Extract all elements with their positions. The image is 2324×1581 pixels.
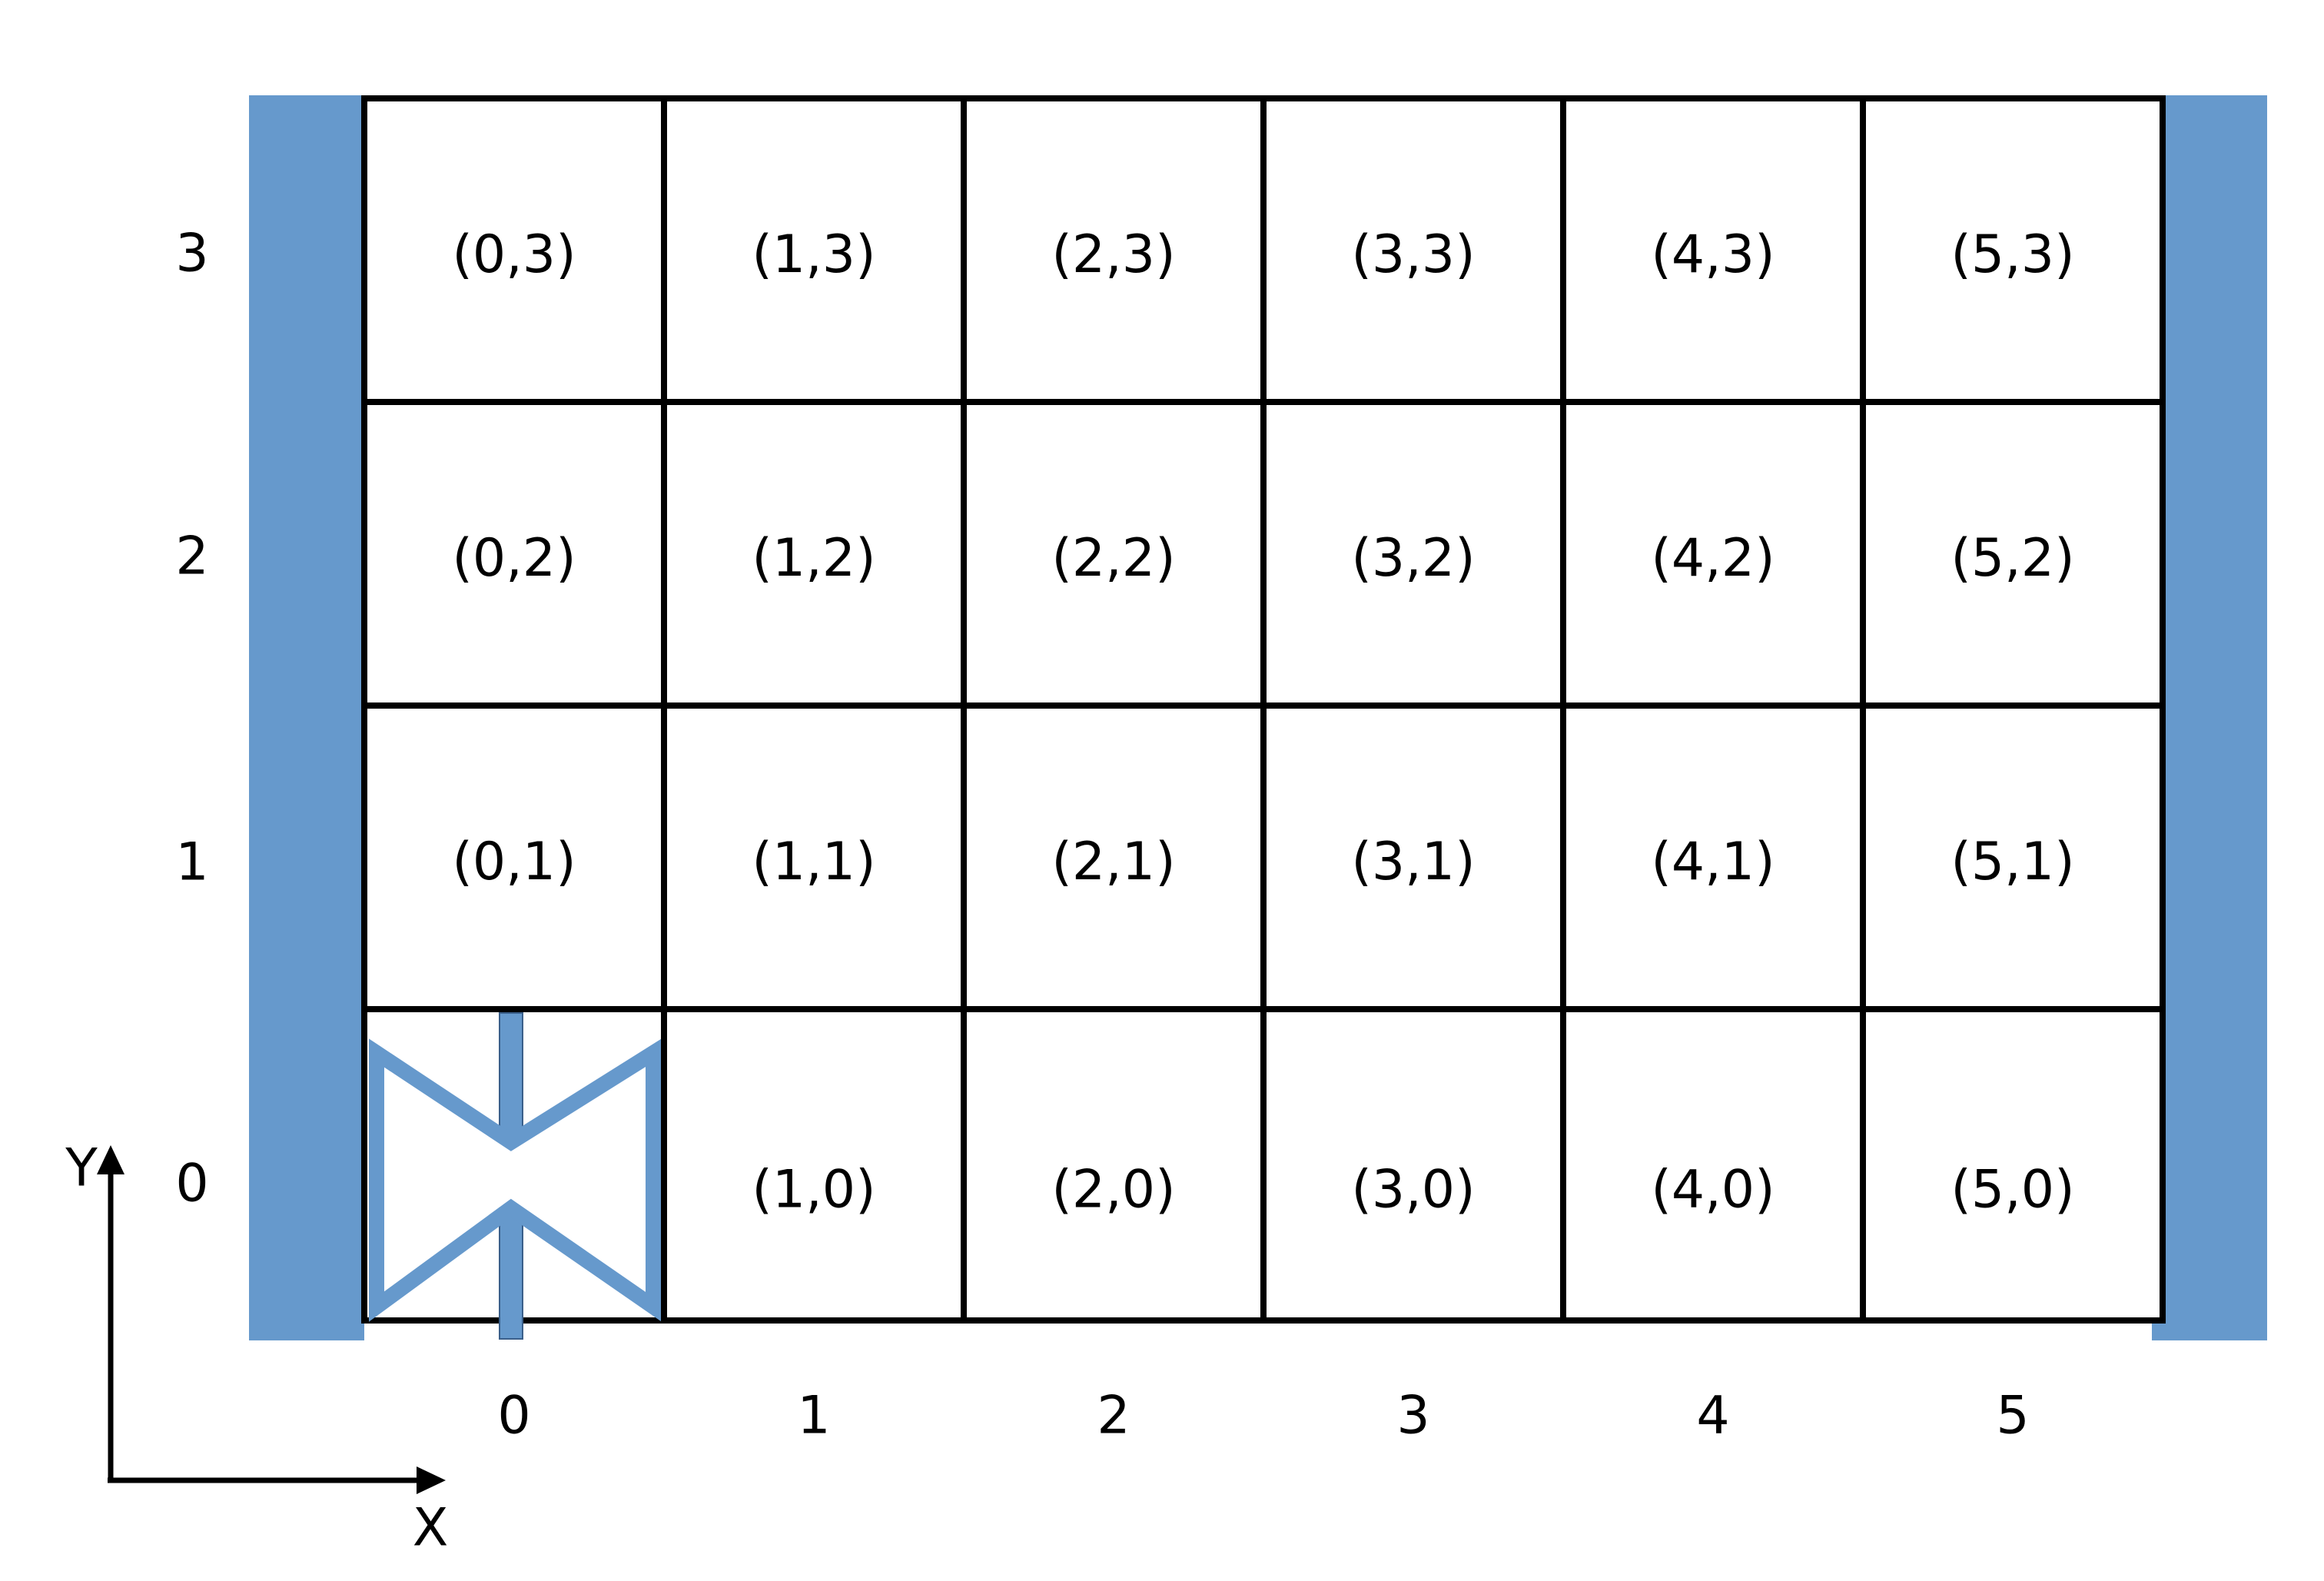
y-tick-label: 1 <box>175 832 208 893</box>
x-axis-arrow-icon <box>417 1466 446 1494</box>
grid-cell: (2,2) <box>961 399 1267 709</box>
cell-label: (3,2) <box>1351 528 1475 589</box>
axes-indicator: Y X <box>65 1138 448 1559</box>
cell-label: (4,0) <box>1651 1160 1775 1221</box>
cell-border <box>1860 702 2166 1012</box>
cell-label: (5,0) <box>1950 1160 2074 1221</box>
cell-label: (2,3) <box>1051 224 1175 285</box>
cell-border <box>1860 399 2166 709</box>
grid-cell: (2,3) <box>961 95 1267 405</box>
cell-label: (4,3) <box>1651 224 1775 285</box>
cell-border <box>661 1006 967 1324</box>
grid-cell: (5,2) <box>1860 399 2166 709</box>
x-tick-label: 1 <box>797 1386 830 1446</box>
grid-cell: (4,0) <box>1560 1006 1866 1324</box>
cell-label: (3,1) <box>1351 832 1475 892</box>
cell-label: (0,3) <box>452 224 576 285</box>
grid: (1,0) (2,0) (3,0) (4,0) (5,0) (0,1) (1,1) (2,1)… <box>361 95 2166 1324</box>
cell-border <box>1260 95 1566 405</box>
cell-label: (5,2) <box>1950 528 2074 589</box>
right-wall <box>2152 95 2267 1340</box>
cell-border <box>1860 95 2166 405</box>
robot-top-stem <box>499 1012 523 1143</box>
y-tick-labels: 0 1 2 3 <box>175 224 208 1214</box>
cell-label: (5,1) <box>1950 832 2074 892</box>
grid-cell: (3,3) <box>1260 95 1566 405</box>
cell-border <box>361 702 667 1012</box>
cell-label: (3,0) <box>1351 1160 1475 1221</box>
grid-cell: (3,0) <box>1260 1006 1566 1324</box>
cell-label: (1,3) <box>752 224 875 285</box>
robot-bottom-stem <box>499 1207 523 1340</box>
cell-label: (2,0) <box>1051 1160 1175 1221</box>
y-tick-label: 2 <box>175 526 208 587</box>
grid-cell: (4,2) <box>1560 399 1866 709</box>
grid-cell: (2,1) <box>961 702 1267 1012</box>
x-tick-labels: 0 1 2 3 4 5 <box>497 1386 2029 1446</box>
cell-label: (4,2) <box>1651 528 1775 589</box>
grid-cell: (5,3) <box>1860 95 2166 405</box>
x-axis-label: X <box>413 1498 449 1559</box>
y-axis-label: Y <box>65 1138 98 1199</box>
grid-cell: (0,3) <box>361 95 667 405</box>
cell-label: (5,3) <box>1950 224 2074 285</box>
cell-border <box>961 702 1267 1012</box>
robot-bowtie-outline <box>369 1038 661 1322</box>
grid-cell: (4,3) <box>1560 95 1866 405</box>
cell-label: (0,1) <box>452 832 576 892</box>
y-tick-label: 3 <box>175 224 208 284</box>
grid-cell: (4,1) <box>1560 702 1866 1012</box>
grid-cell: (5,0) <box>1860 1006 2166 1324</box>
grid-cell: (1,3) <box>661 95 967 405</box>
x-tick-label: 0 <box>497 1386 530 1446</box>
cell-border <box>1260 399 1566 709</box>
left-wall <box>249 95 364 1340</box>
grid-cell: (2,0) <box>961 1006 1267 1324</box>
cell-border <box>1560 399 1866 709</box>
cell-border <box>361 399 667 709</box>
x-tick-label: 5 <box>1996 1386 2029 1446</box>
cell-label: (1,1) <box>752 832 875 892</box>
x-tick-label: 4 <box>1696 1386 1729 1446</box>
cell-border <box>1860 1006 2166 1324</box>
grid-cell: (0,1) <box>361 702 667 1012</box>
grid-cell: (1,2) <box>661 399 967 709</box>
cell-label: (1,0) <box>752 1160 875 1221</box>
cell-border <box>661 95 967 405</box>
cell-label: (0,2) <box>452 528 576 589</box>
x-tick-label: 3 <box>1396 1386 1429 1446</box>
grid-cell: (3,1) <box>1260 702 1566 1012</box>
grid-cell: (1,0) <box>661 1006 967 1324</box>
cell-border <box>961 95 1267 405</box>
cell-border <box>1560 95 1866 405</box>
cell-label: (3,3) <box>1351 224 1475 285</box>
cell-label: (2,2) <box>1051 528 1175 589</box>
x-tick-label: 2 <box>1097 1386 1130 1446</box>
y-axis-arrow-icon <box>97 1145 124 1174</box>
grid-cell: (1,1) <box>661 702 967 1012</box>
y-tick-label: 0 <box>175 1154 208 1214</box>
cell-label: (4,1) <box>1651 832 1775 892</box>
cell-border <box>1560 1006 1866 1324</box>
grid-cell: (5,1) <box>1860 702 2166 1012</box>
cell-border <box>361 95 667 405</box>
bowtie-robot-icon <box>369 1012 661 1340</box>
cell-label: (2,1) <box>1051 832 1175 892</box>
cell-border <box>661 702 967 1012</box>
grid-cell: (3,2) <box>1260 399 1566 709</box>
grid-cell: (0,2) <box>361 399 667 709</box>
cell-label: (1,2) <box>752 528 875 589</box>
cell-border <box>1260 702 1566 1012</box>
